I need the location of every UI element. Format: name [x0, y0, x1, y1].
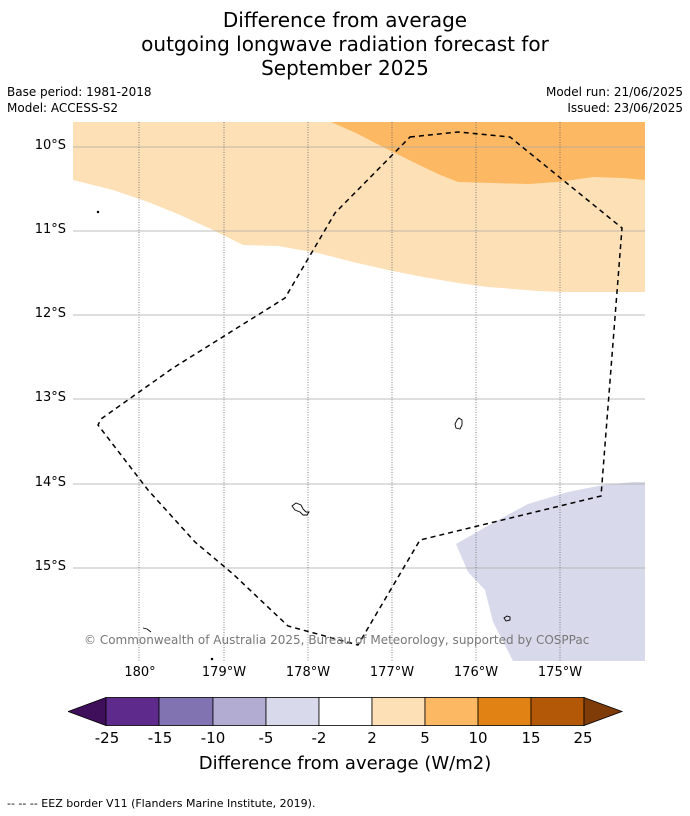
island-niuafoou [454, 417, 463, 430]
colorbar-tick-25: 25 [573, 729, 593, 747]
colorbar-tick-neg10: -10 [200, 729, 226, 747]
colorbar-tick-neg2: -2 [311, 729, 327, 747]
colorbar-title: Difference from average (W/m2) [198, 753, 492, 774]
meta-left: Base period: 1981-2018 Model: ACCESS-S2 [7, 84, 152, 116]
lat-label-15s: 15°S [34, 559, 66, 574]
lon-label-177w: 177°W [369, 665, 415, 680]
map-area [73, 122, 645, 661]
lat-label-14s: 14°S [34, 475, 66, 490]
colorbar-tick-5: 5 [420, 729, 430, 747]
colorbar-tick-2: 2 [367, 729, 377, 747]
colorbar-bin-2-5 [371, 697, 426, 726]
lat-label-10s: 10°S [34, 138, 66, 153]
colorbar-tick-neg25: -25 [94, 729, 120, 747]
colorbar-tick-10: 10 [468, 729, 488, 747]
colorbar-bin-15-25 [530, 697, 585, 726]
island-futuna [503, 615, 511, 622]
lon-label-178w: 178°W [285, 665, 331, 680]
colorbar-tick-15: 15 [521, 729, 541, 747]
colorbar-tick-neg15: -15 [147, 729, 173, 747]
title-line-1: Difference from average [222, 8, 468, 32]
model-run: Model run: 21/06/2025 [545, 85, 683, 99]
colorbar [68, 697, 624, 727]
issued-date: Issued: 23/06/2025 [567, 101, 683, 115]
eez-footnote: -- -- -- EEZ border V11 (Flanders Marine… [7, 797, 316, 810]
lat-label-11s: 11°S [34, 222, 66, 237]
island-dot-south [210, 657, 214, 661]
colorbar-bin-neg15-neg10 [158, 697, 214, 726]
colorbar-bin-neg2-2 [318, 697, 373, 726]
latitude-gridlines [73, 146, 645, 569]
colorbar-extend-low [68, 697, 107, 727]
meta-right: Model run: 21/06/2025 Issued: 23/06/2025 [546, 84, 683, 116]
copyright-notice: © Commonwealth of Australia 2025, Bureau… [84, 633, 590, 647]
island-small-west [142, 627, 152, 633]
lon-label-179w: 179°W [201, 665, 247, 680]
colorbar-bin-neg25-neg15 [105, 697, 160, 726]
model-name: Model: ACCESS-S2 [7, 101, 119, 115]
lat-label-12s: 12°S [34, 306, 66, 321]
title-line-2: outgoing longwave radiation forecast for [141, 32, 549, 56]
map-svg [73, 122, 645, 661]
island-wallis [291, 502, 310, 516]
anomaly-region-light-purple [456, 482, 645, 661]
lon-label-175w: 175°W [537, 665, 583, 680]
colorbar-extend-high [583, 697, 624, 727]
lat-label-13s: 13°S [34, 390, 66, 405]
base-period: Base period: 1981-2018 [7, 85, 152, 99]
colorbar-bin-5-10 [424, 697, 479, 726]
colorbar-bin-neg10-neg5 [212, 697, 267, 726]
map-title: Difference from average outgoing longwav… [0, 8, 690, 80]
lon-label-180: 180° [124, 665, 156, 680]
island-dot [96, 210, 100, 214]
colorbar-tick-neg5: -5 [258, 729, 274, 747]
colorbar-bin-neg5-neg2 [265, 697, 320, 726]
title-line-3: September 2025 [261, 56, 429, 80]
lon-label-176w: 176°W [453, 665, 499, 680]
islands [96, 210, 511, 661]
colorbar-bin-10-15 [477, 697, 532, 726]
